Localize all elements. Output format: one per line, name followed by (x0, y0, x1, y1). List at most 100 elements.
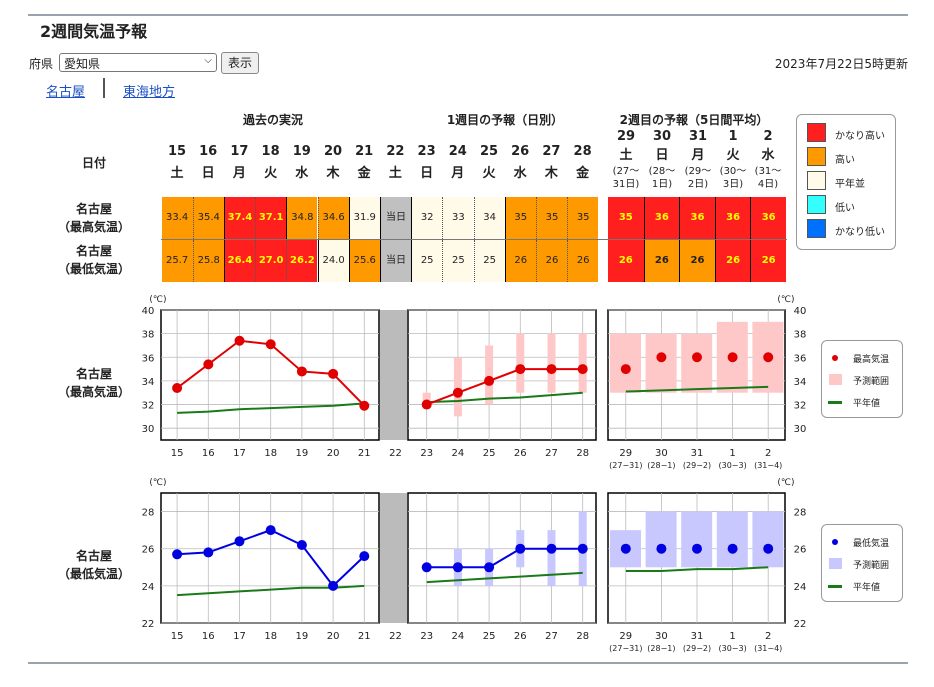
prefecture-select-value: 愛知県 (64, 57, 101, 71)
min-chart-legend: 最低気温 予測範囲 平年値 (821, 524, 903, 602)
top-rule (28, 14, 908, 16)
min-chart-ytick-left: 22 (142, 619, 155, 630)
min-chart-normal-line-week2 (625, 566, 769, 572)
max-chart-xtick: 22 (389, 448, 402, 459)
week2-date-d: 1 (728, 129, 738, 144)
min-cell: 26 (535, 240, 568, 282)
link-tokai[interactable]: 東海地方 (123, 85, 176, 100)
date-header: 26 水 (505, 141, 536, 185)
max-chart-observed-point (359, 400, 370, 411)
max-chart-xtick: 24 (452, 448, 465, 459)
max-chart-ytick-right: 30 (794, 424, 807, 435)
min-chart-xtick: 21 (358, 631, 371, 642)
bottom-rule (28, 662, 908, 664)
min-chart-xtick: 15 (171, 631, 184, 642)
min-chart-forecast-point (515, 543, 526, 554)
max-week2-cell: 36 (750, 197, 786, 239)
week2-date-header: 29 土 (27〜 31日) (608, 127, 644, 191)
week2-date-w: 月 (691, 148, 705, 163)
week2-date-w: 日 (655, 148, 669, 163)
date-weekday: 金 (357, 166, 371, 181)
min-chart-forecast-point (577, 543, 588, 554)
date-day: 17 (230, 144, 249, 159)
max-chart-ytick-left: 40 (142, 306, 155, 317)
max-chart-w2-xtick: 2 (765, 448, 771, 459)
min-chart-w2-xtick: 30 (655, 631, 668, 642)
max-chart-week2-point (727, 352, 738, 363)
section-past: 過去の実況 (242, 113, 303, 127)
week2-date-w: 土 (619, 148, 633, 163)
max-chart-w2-xrange: (28−1) (647, 461, 675, 470)
prefecture-select[interactable]: 愛知県 ⌵ (59, 53, 217, 72)
min-chart-ytick-left: 28 (142, 508, 155, 519)
min-cell: 26 (567, 240, 599, 282)
link-nagoya[interactable]: 名古屋 (46, 85, 86, 100)
max-chart-w2-xrange: (29−2) (683, 461, 711, 470)
section-week2: 2週目の予報（5日間平均） (619, 113, 769, 127)
max-chart-forecast-point (484, 375, 495, 386)
row-label-date: 日付 (81, 156, 106, 170)
min-chart-observed-point (265, 525, 276, 536)
max-chart-range-bar (453, 357, 462, 417)
max-chart-range-bar (485, 345, 494, 405)
row-label-min: 名古屋 （最低気温） (49, 242, 139, 278)
min-chart-observed-point (172, 549, 183, 560)
chart-label-max-kind: （最高気温） (57, 385, 130, 399)
min-chart-xtick: 28 (576, 631, 589, 642)
chart-label-min: 名古屋 （最低気温） (49, 547, 139, 583)
date-day: 19 (292, 144, 311, 159)
date-weekday: 土 (170, 166, 184, 181)
max-cell: 37.4 (223, 197, 256, 239)
min-chart-ytick-left: 24 (142, 582, 155, 593)
date-weekday: 月 (451, 166, 465, 181)
max-chart-xtick: 23 (420, 448, 433, 459)
legend-label-hi: 高い (835, 155, 855, 166)
max-chart-range-bar (422, 392, 431, 405)
max-chart-ytick-left: 30 (142, 424, 155, 435)
min-week2-cell: 26 (608, 240, 644, 282)
max-chart-panel-0 (160, 309, 380, 441)
max-chart-ytick-right: 36 (794, 353, 807, 364)
date-weekday: 日 (420, 166, 434, 181)
min-chart-xtick: 22 (389, 631, 402, 642)
chart-label-max-city: 名古屋 (75, 367, 112, 381)
min-cell: 26.2 (286, 240, 318, 282)
legend-min-range-label: 予測範囲 (853, 561, 890, 571)
week2-date-range: (27〜 (612, 166, 640, 177)
legend-min-normal-label: 平年値 (853, 583, 881, 593)
min-chart-week2-point (656, 543, 667, 554)
min-chart-w2-xtick: 1 (729, 631, 735, 642)
max-chart-range-bar (578, 333, 587, 393)
max-week2-cell: 36 (643, 197, 680, 239)
min-chart-xtick: 19 (296, 631, 309, 642)
min-chart-forecast-point (452, 562, 463, 573)
min-chart-week2-point (727, 543, 738, 554)
min-chart-week2-range-box (681, 511, 713, 568)
week2-date-range: (31〜 (754, 166, 782, 177)
max-chart-xtick: 26 (514, 448, 527, 459)
min-chart-week2-point (620, 543, 631, 554)
max-chart-xtick: 27 (545, 448, 558, 459)
page-title: 2週間気温予報 (40, 22, 148, 41)
legend-max-range-label: 予測範囲 (853, 377, 890, 387)
week2-date-range: 3日) (722, 179, 744, 190)
min-week2-cell: 26 (643, 240, 680, 282)
max-week2-cell: 36 (714, 197, 751, 239)
max-week2-cell: 35 (608, 197, 644, 239)
max-chart-ytick-right: 34 (794, 377, 807, 388)
week2-date-range: (28〜 (648, 166, 676, 177)
date-day: 25 (479, 144, 499, 159)
min-chart-observed-point (203, 547, 214, 558)
chart-label-min-kind: （最低気温） (57, 567, 130, 581)
min-chart-w2-xtick: 2 (765, 631, 771, 642)
date-header: 17 月 (224, 141, 255, 185)
min-chart-w2-xrange: (28−1) (647, 644, 675, 653)
min-cell: 27.0 (255, 240, 287, 282)
min-chart-ytick-left: 26 (142, 545, 155, 556)
max-chart-normal-line-week2 (625, 385, 769, 393)
min-chart-w2-xtick: 31 (691, 631, 704, 642)
row-label-max: 名古屋 （最高気温） (49, 200, 139, 236)
show-button[interactable]: 表示 (221, 52, 259, 74)
min-cell: 26 (504, 240, 536, 282)
max-chart-w2-xtick: 1 (729, 448, 735, 459)
